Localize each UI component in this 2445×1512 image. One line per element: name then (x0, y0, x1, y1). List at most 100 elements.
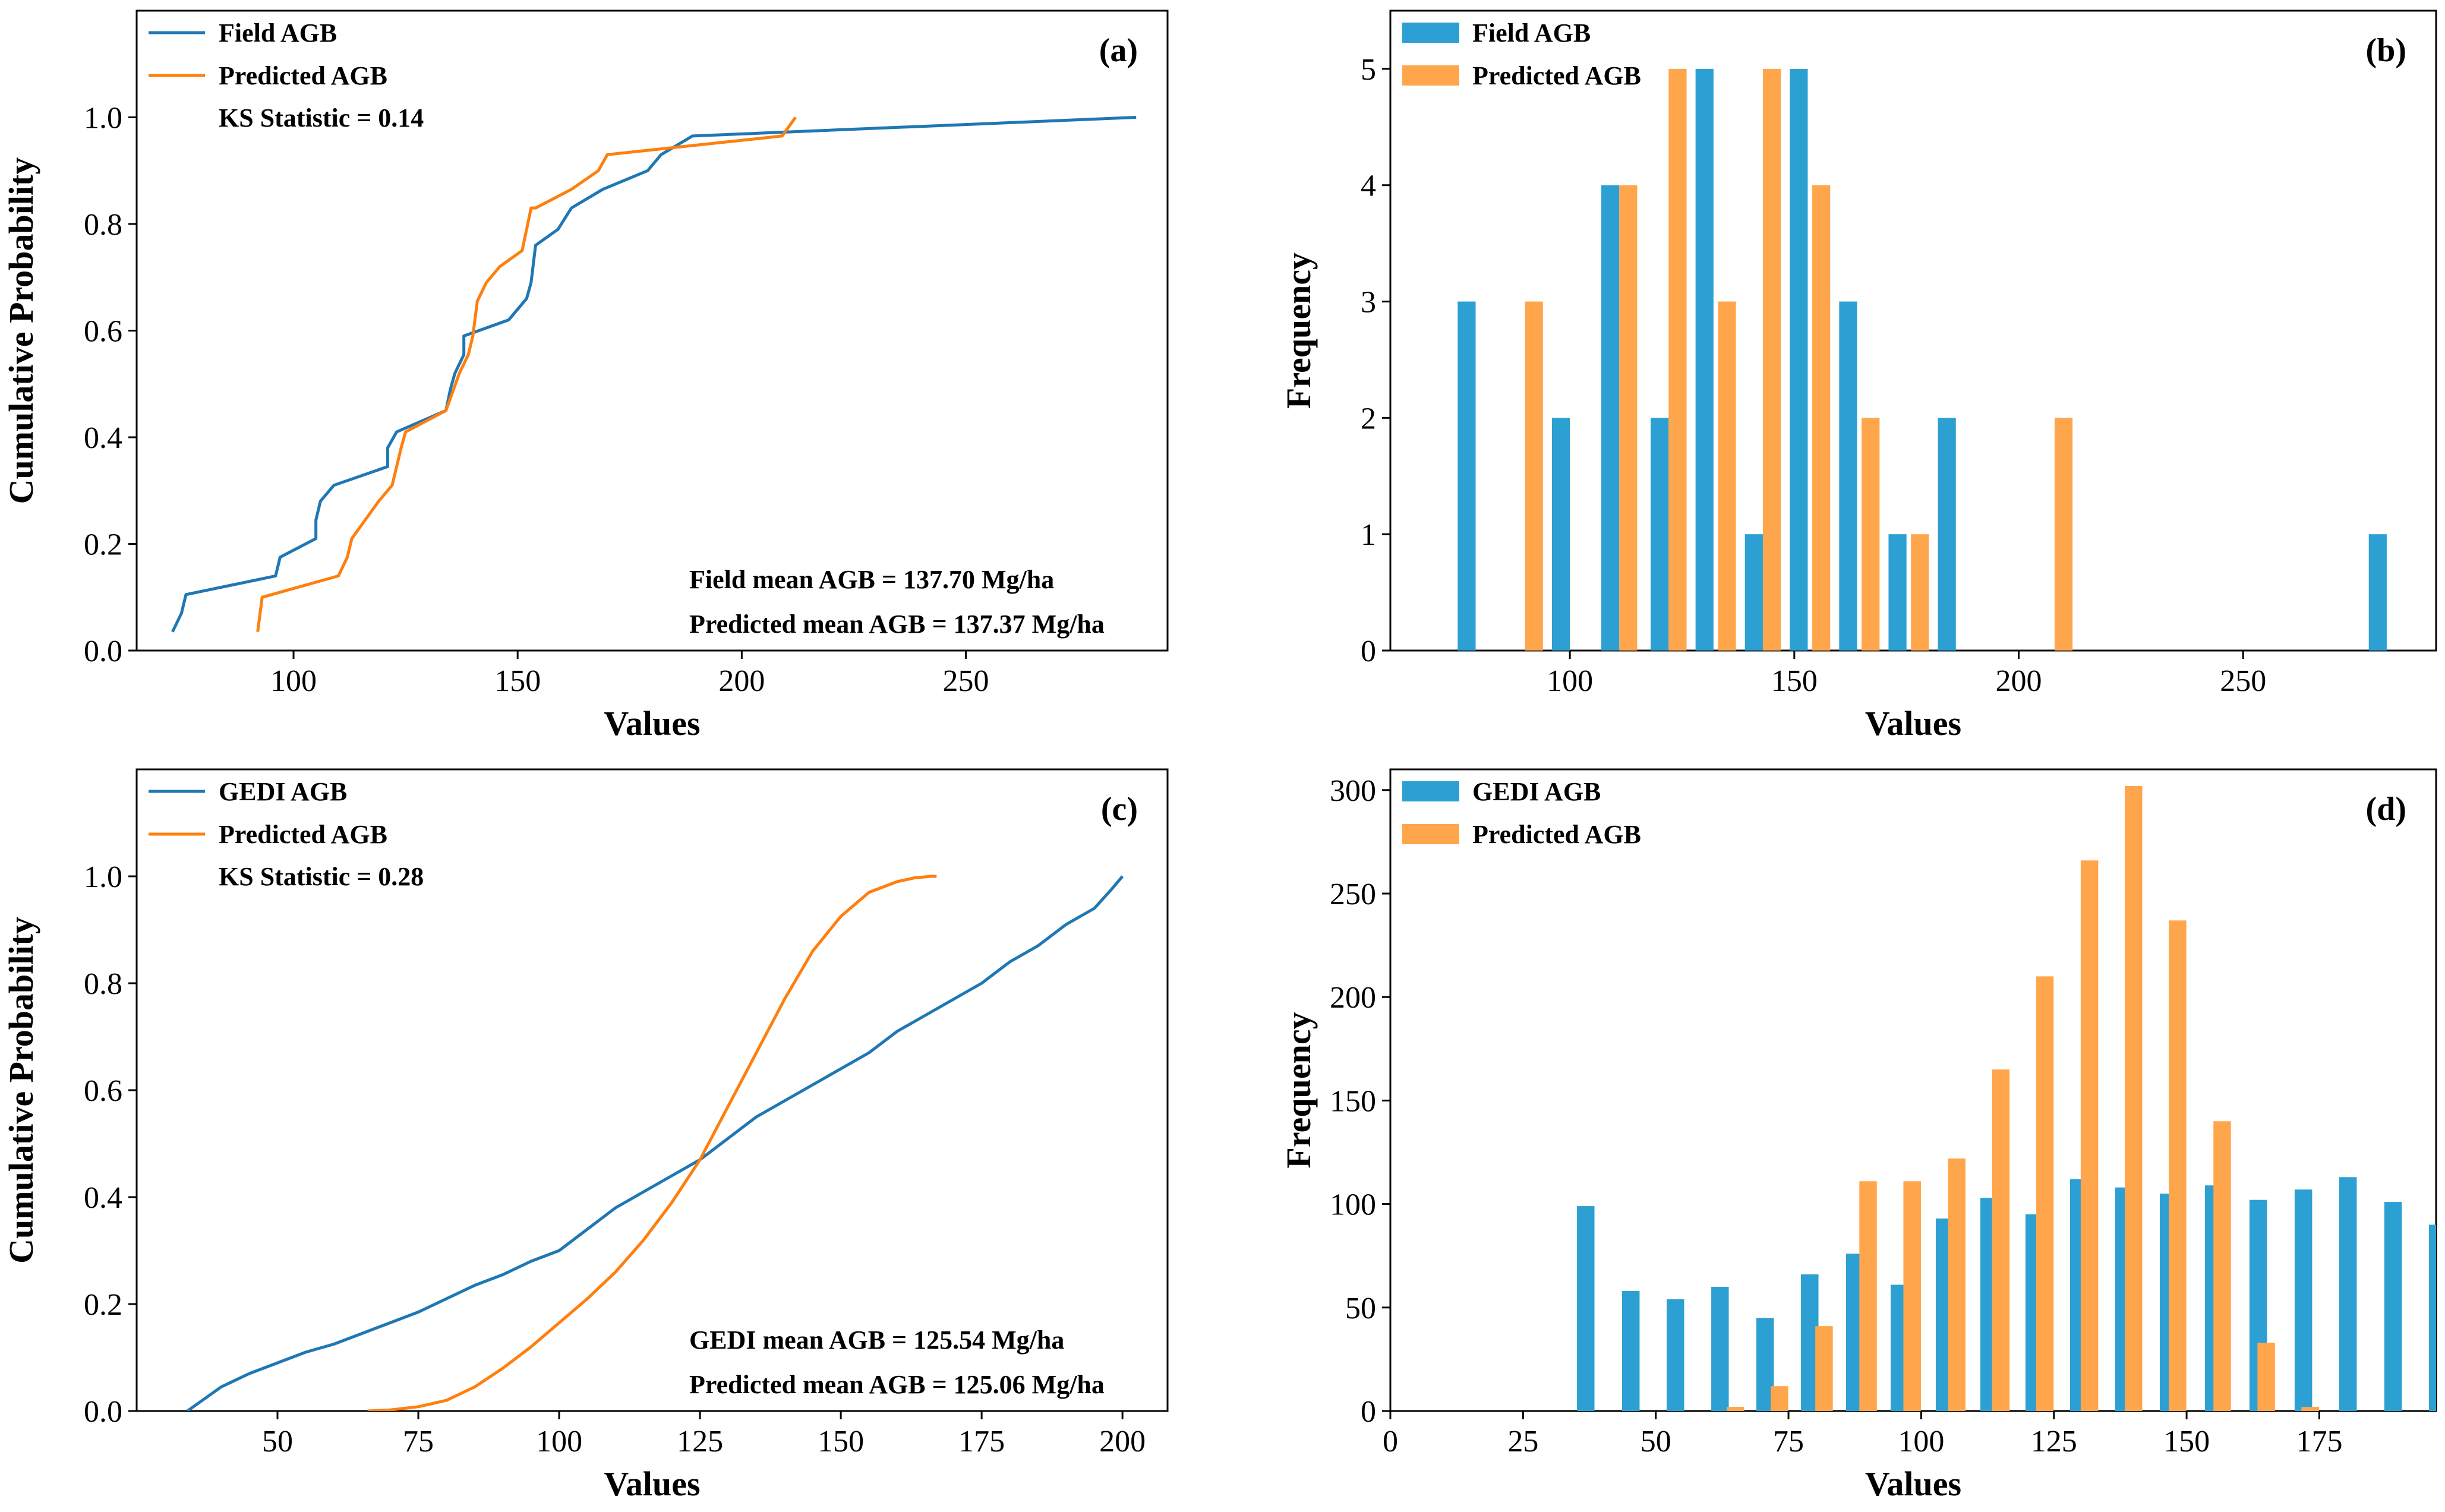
x-tick-label: 175 (2296, 1425, 2342, 1459)
x-tick-label: 175 (958, 1425, 1005, 1459)
y-tick-label: 0.4 (84, 421, 122, 455)
series-line-c-0 (186, 875, 1124, 1411)
data-marks-a (171, 116, 1137, 633)
bar-d-1-2 (1815, 1326, 1833, 1411)
legend-swatch (1402, 23, 1459, 43)
series-line-a-0 (171, 116, 1137, 633)
bar-d-1-3 (1859, 1181, 1877, 1411)
y-tick-label: 0 (1361, 1395, 1376, 1429)
x-tick-label: 100 (1547, 664, 1593, 698)
y-tick-label: 1.0 (84, 860, 122, 894)
x-tick-label: 250 (2220, 664, 2266, 698)
y-tick-label: 0.0 (84, 635, 122, 668)
bar-b-1-3 (1718, 301, 1736, 651)
bar-b-0-10 (2368, 534, 2387, 651)
bar-b-0-9 (1938, 418, 1956, 651)
bar-d-1-1 (1771, 1386, 1788, 1411)
legend: GEDI AGB Predicted AGB (149, 777, 387, 849)
x-tick-label: 50 (1640, 1425, 1671, 1459)
x-axis-title: Values (1865, 1464, 1961, 1503)
x-tick-label: 100 (1898, 1425, 1944, 1459)
series-line-c-1 (367, 875, 937, 1411)
bar-b-1-6 (1862, 418, 1880, 651)
y-tick-label: 0.6 (84, 1074, 122, 1108)
legend-swatch (1402, 65, 1459, 86)
legend-label: Predicted AGB (219, 820, 387, 849)
bar-d-1-11 (2213, 1121, 2231, 1411)
x-tick-label: 0 (1383, 1425, 1398, 1459)
x-tick-label: 100 (270, 664, 317, 698)
bar-b-1-2 (1668, 68, 1687, 651)
panel-a: 100 150 200 250 0.0 0.2 0.4 0.6 0.8 1.0 Values Cumu… (2, 10, 1169, 743)
bar-d-1-8 (2080, 860, 2099, 1411)
legend: Field AGB Predicted AGB (149, 18, 387, 90)
y-tick-label: 0.2 (84, 528, 122, 562)
bar-b-0-0 (1457, 301, 1476, 651)
bar-d-0-2 (1667, 1299, 1684, 1411)
legend-label: Field AGB (219, 18, 337, 48)
bar-d-0-3 (1711, 1286, 1729, 1411)
y-tick-label: 300 (1330, 774, 1376, 808)
y-tick-label: 4 (1361, 169, 1376, 203)
legend-label: Predicted AGB (1472, 61, 1641, 90)
bar-d-0-17 (2339, 1177, 2357, 1411)
y-tick-label: 250 (1330, 877, 1376, 911)
legend-label: GEDI AGB (219, 777, 347, 806)
bar-b-0-1 (1551, 418, 1570, 651)
y-tick-label: 0.8 (84, 208, 122, 242)
x-axis-title: Values (1865, 704, 1961, 743)
x-tick-label: 200 (718, 664, 765, 698)
bar-b-0-8 (1888, 534, 1907, 651)
x-tick-label: 75 (403, 1425, 434, 1459)
bar-b-1-5 (1812, 185, 1831, 651)
bar-d-1-6 (1992, 1069, 2010, 1411)
mean-annotation-2: Predicted mean AGB = 137.37 Mg/ha (689, 610, 1105, 639)
x-tick-label: 100 (536, 1425, 582, 1459)
bar-b-0-2 (1601, 185, 1620, 651)
bar-b-0-5 (1744, 534, 1763, 651)
x-tick-label: 25 (1507, 1425, 1538, 1459)
panel-label: (a) (1099, 32, 1138, 69)
panel-label: (c) (1101, 791, 1138, 828)
mean-annotation-1: Field mean AGB = 137.70 Mg/ha (689, 565, 1054, 594)
data-marks-c (186, 875, 1124, 1411)
bar-b-1-1 (1619, 185, 1638, 651)
y-tick-label: 1 (1361, 518, 1376, 552)
legend: GEDI AGB Predicted AGB (1402, 777, 1641, 849)
y-axis-title: Cumulative Probability (2, 157, 40, 504)
x-tick-label: 125 (2031, 1425, 2077, 1459)
bar-d-1-12 (2257, 1343, 2275, 1411)
x-tick-label: 150 (818, 1425, 864, 1459)
mean-annotation-1: GEDI mean AGB = 125.54 Mg/ha (689, 1325, 1064, 1355)
bar-d-1-7 (2036, 976, 2054, 1411)
legend-label: GEDI AGB (1472, 777, 1601, 806)
legend: Field AGB Predicted AGB (1402, 18, 1641, 90)
bar-d-1-4 (1903, 1181, 1921, 1411)
x-tick-label: 150 (2163, 1425, 2210, 1459)
x-tick-label: 150 (494, 664, 541, 698)
bar-d-0-0 (1577, 1206, 1595, 1411)
ks-statistic-text: KS Statistic = 0.28 (219, 862, 424, 891)
legend-label: Field AGB (1472, 18, 1591, 48)
series-line-a-1 (256, 116, 797, 632)
y-tick-label: 50 (1345, 1292, 1376, 1325)
data-marks-b (1457, 68, 2387, 651)
panel-c: 50 75 100 125 150 175 200 0.0 0.2 0.4 0.6 0.8 1.0 Val… (2, 768, 1169, 1503)
panel-d: 0 25 50 75 100 125 150 175 0 50 100 150 200 250 300 Val… (1279, 768, 2437, 1503)
bar-b-1-0 (1525, 301, 1543, 651)
legend-label: Predicted AGB (1472, 820, 1641, 849)
y-tick-label: 0 (1361, 635, 1376, 668)
y-tick-label: 0.0 (84, 1395, 122, 1429)
panel-b: 100 150 200 250 0 1 2 3 4 5 Values Frequency (b) Fiel… (1279, 10, 2437, 743)
y-axis-title: Frequency (1279, 252, 1318, 409)
y-tick-label: 0.8 (84, 967, 122, 1001)
bar-d-1-9 (2125, 785, 2143, 1411)
bar-b-1-7 (1911, 534, 1929, 651)
bar-b-1-8 (2054, 418, 2073, 651)
legend-label: Predicted AGB (219, 61, 387, 90)
x-tick-label: 250 (943, 664, 989, 698)
y-tick-label: 2 (1361, 402, 1376, 435)
bar-b-0-6 (1790, 68, 1808, 651)
bar-d-1-10 (2169, 920, 2187, 1411)
x-tick-label: 75 (1773, 1425, 1804, 1459)
